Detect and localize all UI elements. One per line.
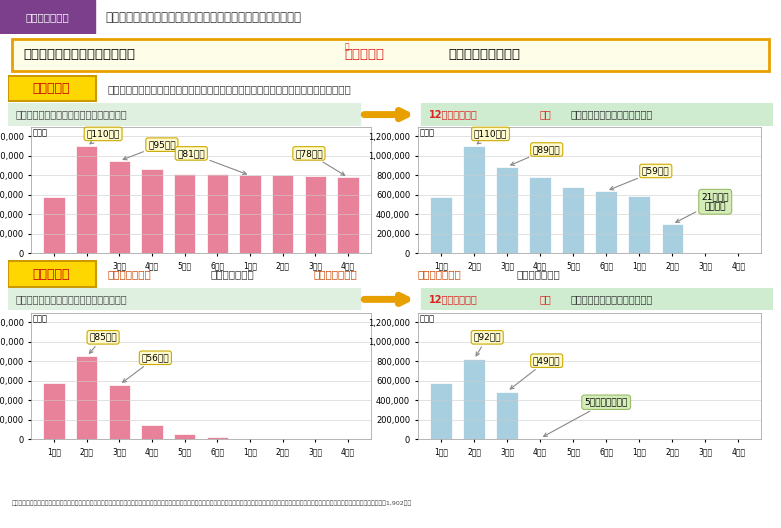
Text: （人）: （人） <box>33 315 48 324</box>
Bar <box>496 167 518 253</box>
Bar <box>77 356 98 439</box>
Text: 水門操作：有: 水門操作：有 <box>314 269 358 279</box>
Text: １／２００年: １／２００年 <box>517 269 561 279</box>
Bar <box>44 383 65 439</box>
Text: 約85万人: 約85万人 <box>89 333 117 353</box>
Text: 約59万人: 約59万人 <box>610 166 669 190</box>
Text: 救助活動後の孤立者数の推移（: 救助活動後の孤立者数の推移（ <box>23 49 135 61</box>
Text: 活動を実施した場合の孤立者数: 活動を実施した場合の孤立者数 <box>570 295 653 304</box>
Bar <box>430 383 451 439</box>
Bar <box>421 288 773 310</box>
Bar <box>77 146 98 253</box>
Bar <box>562 187 584 253</box>
Text: 救助活動を実施しなかった場合の孤立者数: 救助活動を実施しなかった場合の孤立者数 <box>16 110 127 119</box>
Text: 救助活動を実施しなかった場合の孤立者数: 救助活動を実施しなかった場合の孤立者数 <box>16 295 127 304</box>
Bar <box>141 425 162 439</box>
Bar <box>207 174 228 253</box>
Bar <box>240 175 261 253</box>
Bar <box>496 392 518 439</box>
Bar <box>430 197 451 253</box>
Text: ：首都圏広域汎濫）: ：首都圏広域汎濫） <box>448 49 520 61</box>
Text: 約110万人: 約110万人 <box>474 129 507 144</box>
Text: 約78万人: 約78万人 <box>295 149 344 175</box>
Text: （人）: （人） <box>33 129 48 138</box>
Bar <box>662 224 683 253</box>
Bar <box>174 174 195 253</box>
Bar <box>174 434 195 439</box>
Text: ポンプ運転：無　　燃料補給：無　　水門操作：無　　ポンプ車：無　　１／２００年: ポンプ運転：無 燃料補給：無 水門操作：無 ポンプ車：無 １／２００年 <box>107 84 351 93</box>
Text: ポンプ車：有: ポンプ車：有 <box>417 269 461 279</box>
Text: 燃料補給：有: 燃料補給：有 <box>211 269 255 279</box>
Text: ケース　１: ケース １ <box>33 82 70 95</box>
Text: ポンプ運転：有: ポンプ運転：有 <box>107 269 151 279</box>
Text: （人）: （人） <box>419 315 434 324</box>
Text: 約49万人: 約49万人 <box>510 356 561 389</box>
Bar <box>109 385 130 439</box>
Text: 約56万人: 約56万人 <box>123 353 169 382</box>
FancyBboxPatch shape <box>8 76 96 101</box>
Text: 注釋接及び消防局は、浜川県、栃木県、群馬県、埼玉県、千葉県、神奈川県、東京都消防局、危機管理庁のボート数、艦船数は、東部方面、横領地方整備局内の保有台数に相当す: 注釋接及び消防局は、浜川県、栃木県、群馬県、埼玉県、千葉県、神奈川県、東京都消防… <box>12 501 412 506</box>
Bar <box>0 0 95 34</box>
Bar <box>8 103 360 126</box>
Text: 約89万人: 約89万人 <box>511 145 561 165</box>
Text: 12時間（昼間）: 12時間（昼間） <box>429 110 477 119</box>
Text: 5日後に救助完了: 5日後に救助完了 <box>544 398 628 437</box>
Bar <box>207 437 228 439</box>
Text: 活動を実施した場合の孤立者数: 活動を実施した場合の孤立者数 <box>570 110 653 119</box>
Text: 救助: 救助 <box>540 295 551 304</box>
Bar <box>463 360 485 439</box>
Bar <box>272 175 294 253</box>
Bar <box>8 288 360 310</box>
FancyBboxPatch shape <box>12 39 769 71</box>
Text: 避難率０％: 避難率０％ <box>344 49 384 61</box>
Text: 救助: 救助 <box>540 110 551 119</box>
Bar <box>463 146 485 253</box>
Bar <box>141 168 162 253</box>
Bar <box>337 177 358 253</box>
Text: 12時間（昼間）: 12時間（昼間） <box>429 295 477 304</box>
Bar <box>44 197 65 253</box>
Text: 救助活動後の孤立者数の推移（避難率０％：首都圏広域汎濫）: 救助活動後の孤立者数の推移（避難率０％：首都圏広域汎濫） <box>105 11 301 24</box>
Text: 注: 注 <box>344 43 349 52</box>
Bar <box>530 177 551 253</box>
Text: 約81万人: 約81万人 <box>177 149 246 174</box>
Bar <box>109 161 130 253</box>
Text: 21日後に
救助完了: 21日後に 救助完了 <box>676 192 729 222</box>
Bar <box>595 191 617 253</box>
Bar <box>305 176 326 253</box>
Bar <box>421 103 773 126</box>
Text: 約92万人: 約92万人 <box>473 333 501 356</box>
Bar <box>629 196 650 253</box>
Text: ケース　２: ケース ２ <box>33 268 70 280</box>
Text: 約110万人: 約110万人 <box>87 129 119 144</box>
Text: （人）: （人） <box>419 129 434 138</box>
FancyBboxPatch shape <box>8 261 96 287</box>
Text: 図２－３－６４: 図２－３－６４ <box>25 12 69 22</box>
Text: 約95万人: 約95万人 <box>123 140 176 160</box>
